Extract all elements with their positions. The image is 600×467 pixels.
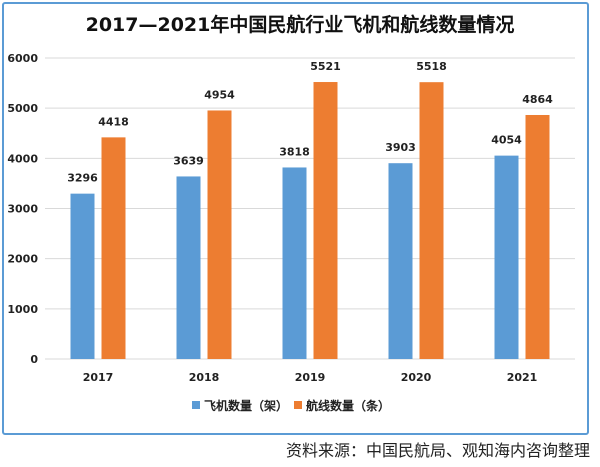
chart-frame: [2, 2, 589, 435]
data-label: 4418: [98, 115, 129, 128]
y-tick-label: 1000: [7, 303, 38, 316]
data-label: 4864: [522, 93, 553, 106]
y-tick-label: 6000: [7, 52, 38, 65]
bar-routes-2021: [525, 114, 550, 359]
data-label: 4954: [204, 88, 235, 101]
bar-aircraft-2017: [70, 193, 95, 359]
bar-routes-2020: [419, 82, 444, 360]
data-label: 5518: [416, 60, 447, 73]
bar-aircraft-2019: [282, 167, 307, 359]
y-tick-label: 0: [30, 353, 38, 366]
x-tick-label: 2021: [507, 371, 538, 384]
x-tick-label: 2019: [295, 371, 326, 384]
x-tick-label: 2018: [189, 371, 220, 384]
legend-label: 飞机数量（架）: [204, 398, 288, 413]
bar-routes-2019: [313, 82, 338, 359]
data-label: 3818: [279, 145, 310, 158]
bar-aircraft-2020: [388, 163, 413, 359]
data-label: 5521: [310, 60, 341, 73]
data-label: 4054: [491, 134, 522, 147]
data-label: 3639: [173, 154, 204, 167]
y-tick-label: 4000: [7, 152, 38, 165]
source-note: 资料来源：中国民航局、观知海内咨询整理: [285, 441, 590, 460]
y-tick-label: 5000: [7, 102, 38, 115]
legend-swatch: [192, 401, 200, 409]
legend-label: 航线数量（条）: [306, 398, 390, 413]
y-tick-label: 2000: [7, 253, 38, 266]
chart-title: 2017—2021年中国民航行业飞机和航线数量情况: [86, 13, 515, 36]
y-tick-label: 3000: [7, 203, 38, 216]
bar-routes-2017: [101, 137, 126, 359]
legend-swatch: [294, 401, 302, 409]
bar-chart: 2017—2021年中国民航行业飞机和航线数量情况 0 1000 2000 3000 4…: [7, 13, 575, 413]
data-label: 3296: [67, 172, 98, 185]
x-tick-label: 2020: [401, 371, 432, 384]
bar-aircraft-2021: [494, 155, 519, 359]
x-tick-label: 2017: [83, 371, 114, 384]
bar-routes-2018: [207, 110, 232, 359]
bar-aircraft-2018: [176, 176, 201, 359]
data-label: 3903: [385, 141, 416, 154]
